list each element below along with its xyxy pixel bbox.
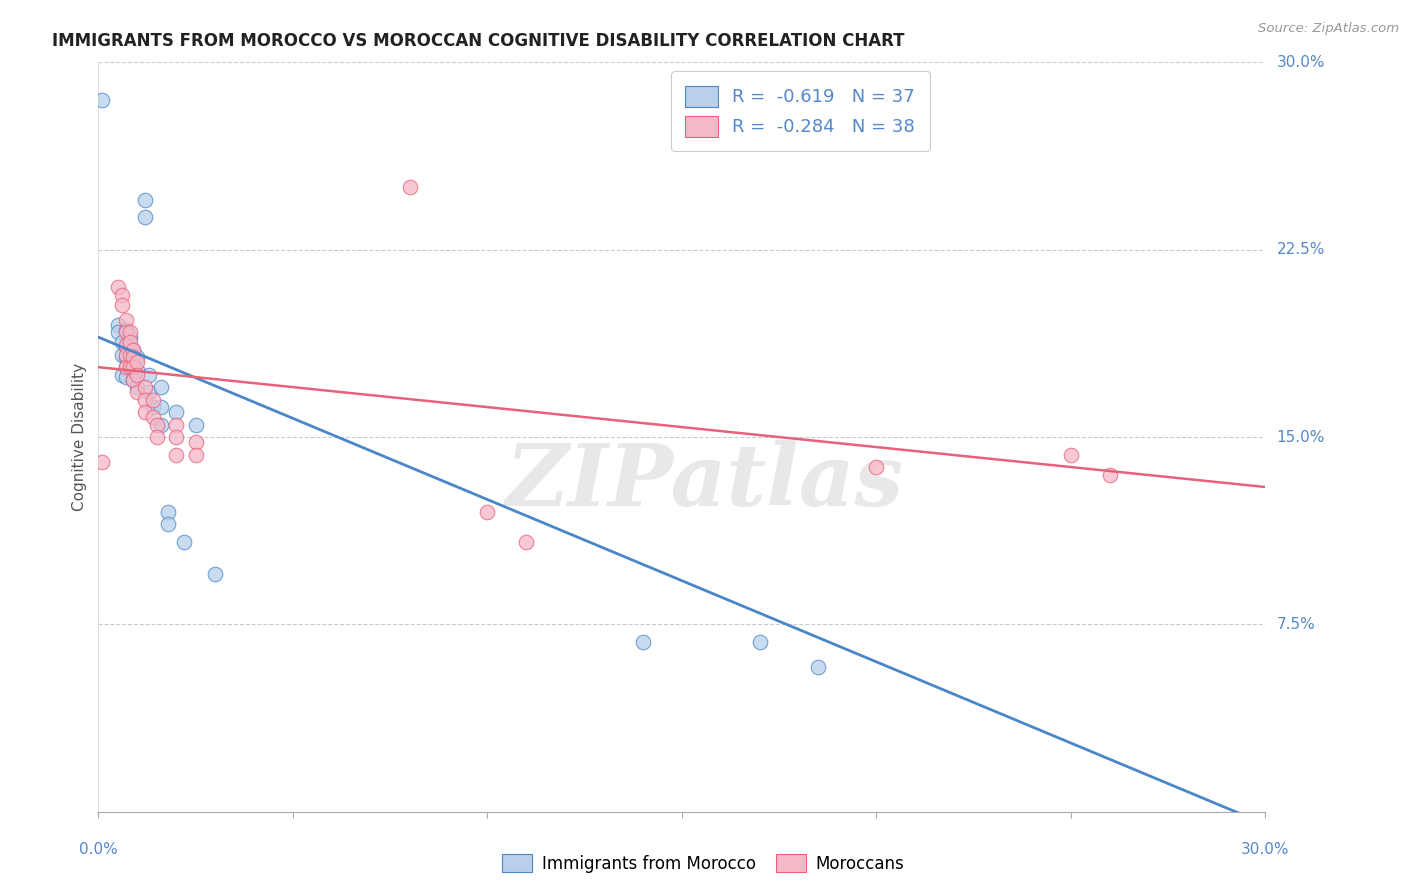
- Point: [118, 360, 141, 375]
- Point: [111, 335, 134, 350]
- Point: [107, 318, 129, 332]
- Point: [114, 370, 136, 384]
- Text: 0.0%: 0.0%: [79, 842, 118, 857]
- Text: 15.0%: 15.0%: [1277, 430, 1324, 444]
- Point: [149, 400, 172, 414]
- Point: [807, 660, 830, 674]
- Point: [114, 360, 136, 375]
- Point: [118, 330, 141, 344]
- Text: IMMIGRANTS FROM MOROCCO VS MOROCCAN COGNITIVE DISABILITY CORRELATION CHART: IMMIGRANTS FROM MOROCCO VS MOROCCAN COGN…: [52, 32, 904, 50]
- Point: [127, 355, 149, 369]
- Point: [477, 505, 499, 519]
- Point: [111, 348, 134, 362]
- Point: [142, 400, 165, 414]
- Text: 30.0%: 30.0%: [1277, 55, 1324, 70]
- Point: [122, 373, 145, 387]
- Point: [146, 417, 169, 432]
- Point: [122, 343, 145, 357]
- Point: [127, 362, 149, 376]
- Point: [204, 567, 226, 582]
- Point: [114, 340, 136, 354]
- Point: [165, 430, 187, 444]
- Point: [91, 455, 114, 469]
- Text: ZIPatlas: ZIPatlas: [506, 441, 904, 524]
- Point: [114, 360, 136, 375]
- Point: [114, 312, 136, 326]
- Y-axis label: Cognitive Disability: Cognitive Disability: [72, 363, 87, 511]
- Point: [149, 380, 172, 394]
- Text: 30.0%: 30.0%: [1241, 842, 1289, 857]
- Point: [122, 343, 145, 357]
- Point: [184, 417, 207, 432]
- Point: [134, 392, 156, 407]
- Point: [134, 193, 156, 207]
- Point: [127, 368, 149, 382]
- Point: [165, 448, 187, 462]
- Point: [398, 180, 420, 194]
- Point: [157, 505, 180, 519]
- Point: [149, 417, 172, 432]
- Point: [122, 373, 145, 387]
- Point: [114, 348, 136, 362]
- Point: [1098, 467, 1121, 482]
- Point: [122, 350, 145, 364]
- Text: 7.5%: 7.5%: [1277, 617, 1315, 632]
- Point: [111, 368, 134, 382]
- Point: [1060, 448, 1083, 462]
- Point: [865, 460, 887, 475]
- Point: [748, 635, 770, 649]
- Point: [127, 380, 149, 394]
- Point: [91, 93, 114, 107]
- Point: [134, 405, 156, 419]
- Point: [138, 385, 160, 400]
- Point: [114, 337, 136, 351]
- Point: [118, 348, 141, 362]
- Point: [107, 280, 129, 294]
- Point: [184, 448, 207, 462]
- Point: [134, 211, 156, 225]
- Point: [114, 323, 136, 337]
- Point: [134, 380, 156, 394]
- Point: [118, 325, 141, 339]
- Text: 22.5%: 22.5%: [1277, 243, 1324, 257]
- Legend: R =  -0.619   N = 37, R =  -0.284   N = 38: R = -0.619 N = 37, R = -0.284 N = 38: [671, 71, 929, 151]
- Point: [114, 350, 136, 364]
- Point: [142, 392, 165, 407]
- Point: [165, 417, 187, 432]
- Point: [122, 360, 145, 375]
- Point: [631, 635, 654, 649]
- Point: [118, 343, 141, 357]
- Text: Source: ZipAtlas.com: Source: ZipAtlas.com: [1258, 22, 1399, 36]
- Point: [157, 517, 180, 532]
- Point: [165, 405, 187, 419]
- Legend: Immigrants from Morocco, Moroccans: Immigrants from Morocco, Moroccans: [495, 847, 911, 880]
- Point: [114, 325, 136, 339]
- Point: [111, 287, 134, 301]
- Point: [184, 435, 207, 450]
- Point: [118, 360, 141, 375]
- Point: [111, 298, 134, 312]
- Point: [122, 355, 145, 369]
- Point: [127, 385, 149, 400]
- Point: [118, 335, 141, 350]
- Point: [107, 325, 129, 339]
- Point: [138, 368, 160, 382]
- Point: [142, 410, 165, 425]
- Point: [515, 535, 537, 549]
- Point: [127, 350, 149, 364]
- Point: [173, 535, 195, 549]
- Point: [146, 430, 169, 444]
